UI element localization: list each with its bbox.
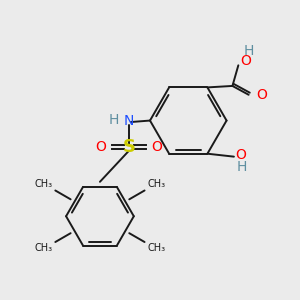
Text: O: O: [240, 54, 251, 68]
Text: CH₃: CH₃: [148, 244, 166, 254]
Text: CH₃: CH₃: [34, 244, 52, 254]
Text: CH₃: CH₃: [148, 179, 166, 189]
Text: O: O: [236, 148, 246, 162]
Text: O: O: [95, 140, 106, 154]
Text: O: O: [151, 140, 162, 154]
Text: H: H: [109, 113, 119, 127]
Text: H: H: [237, 160, 247, 174]
Text: S: S: [122, 138, 135, 156]
Text: H: H: [244, 44, 254, 58]
Text: CH₃: CH₃: [34, 179, 52, 189]
Text: N: N: [124, 114, 134, 128]
Text: O: O: [256, 88, 267, 102]
